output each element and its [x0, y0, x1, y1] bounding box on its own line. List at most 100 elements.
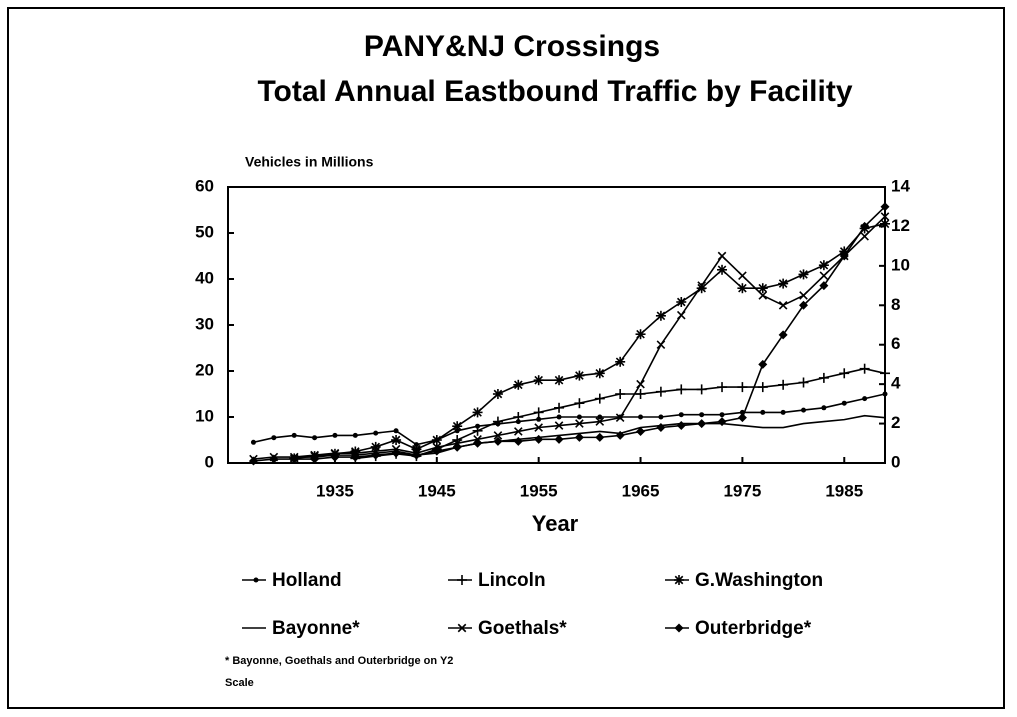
marker — [798, 377, 809, 388]
marker — [452, 421, 463, 432]
x-tick-label: 1945 — [418, 481, 456, 500]
marker — [699, 412, 705, 418]
marker-dot — [678, 412, 684, 418]
marker — [676, 384, 687, 395]
marker — [658, 414, 664, 420]
marker — [839, 368, 850, 379]
marker-diamond — [371, 450, 381, 460]
marker — [492, 389, 503, 399]
marker — [493, 436, 503, 446]
marker — [452, 442, 462, 452]
y-tick-label: 50 — [195, 222, 214, 241]
marker-stroke — [676, 310, 686, 320]
marker-stroke — [656, 311, 666, 321]
marker-stroke — [860, 231, 869, 241]
marker — [862, 396, 868, 402]
marker-diamond — [534, 434, 544, 444]
marker — [882, 391, 888, 397]
marker-stroke — [697, 283, 706, 293]
marker-diamond — [758, 359, 768, 369]
marker-diamond — [269, 454, 279, 464]
marker-diamond — [615, 430, 625, 440]
marker-dot — [373, 430, 379, 436]
marker-dot — [271, 435, 277, 441]
marker — [312, 435, 318, 441]
marker-stroke — [493, 389, 503, 399]
marker-stroke — [351, 447, 360, 456]
marker-stroke — [432, 435, 442, 445]
marker — [819, 281, 829, 291]
marker — [615, 356, 626, 367]
legend-label: G.Washington — [695, 570, 823, 591]
marker — [250, 439, 256, 445]
marker-diamond — [799, 300, 809, 310]
marker — [737, 413, 747, 423]
marker — [674, 623, 684, 633]
marker-dot — [393, 428, 399, 434]
marker — [457, 575, 467, 585]
marker — [554, 402, 565, 413]
marker — [859, 363, 870, 374]
marker-diamond — [860, 221, 870, 231]
y-tick-label: 0 — [205, 452, 214, 471]
marker-dot — [597, 414, 603, 420]
marker-dot — [658, 414, 664, 420]
marker — [818, 372, 829, 383]
marker — [697, 419, 707, 429]
marker-diamond — [493, 436, 503, 446]
marker — [615, 413, 625, 422]
legend-label: Outerbridge* — [695, 618, 812, 639]
marker-dot — [352, 432, 358, 438]
marker-dot — [556, 414, 562, 420]
chart-title: PANY&NJ Crossings — [364, 30, 660, 63]
marker — [636, 379, 645, 389]
marker-stroke — [457, 623, 467, 633]
marker-diamond — [350, 452, 360, 462]
marker-dot — [332, 432, 338, 438]
marker — [757, 382, 768, 393]
marker — [760, 409, 766, 415]
marker-dot — [250, 439, 256, 445]
marker — [656, 340, 666, 350]
marker-diamond — [674, 623, 684, 633]
marker — [757, 283, 768, 294]
marker-stroke — [636, 379, 645, 389]
marker-stroke — [778, 279, 788, 288]
marker — [534, 434, 544, 444]
marker-diamond — [513, 436, 523, 446]
marker — [860, 221, 870, 231]
marker — [391, 448, 401, 458]
marker-stroke — [880, 219, 890, 229]
marker-diamond — [289, 454, 299, 464]
marker — [554, 434, 564, 444]
marker — [636, 426, 646, 436]
chart-subtitle: Total Annual Eastbound Traffic by Facili… — [257, 75, 852, 108]
y2-tick-label: 14 — [891, 176, 910, 195]
marker — [819, 271, 829, 281]
marker — [457, 623, 467, 633]
marker-diamond — [452, 442, 462, 452]
marker-diamond — [391, 448, 401, 458]
marker — [350, 452, 360, 462]
marker-diamond — [717, 417, 727, 427]
marker — [717, 382, 728, 393]
marker-stroke — [615, 413, 625, 422]
marker — [635, 329, 646, 340]
marker-dot — [291, 432, 297, 438]
marker-dot — [780, 409, 786, 415]
marker-dot — [536, 416, 542, 422]
marker — [513, 412, 524, 422]
marker-stroke — [473, 408, 482, 417]
marker — [330, 452, 340, 462]
y-axis-label: Vehicles in Millions — [245, 154, 374, 170]
marker-diamond — [330, 452, 340, 462]
marker-stroke — [799, 270, 808, 279]
marker — [778, 300, 788, 310]
marker-stroke — [493, 431, 503, 440]
marker — [880, 218, 890, 229]
marker — [696, 384, 707, 395]
marker — [575, 419, 584, 428]
marker — [678, 412, 684, 418]
